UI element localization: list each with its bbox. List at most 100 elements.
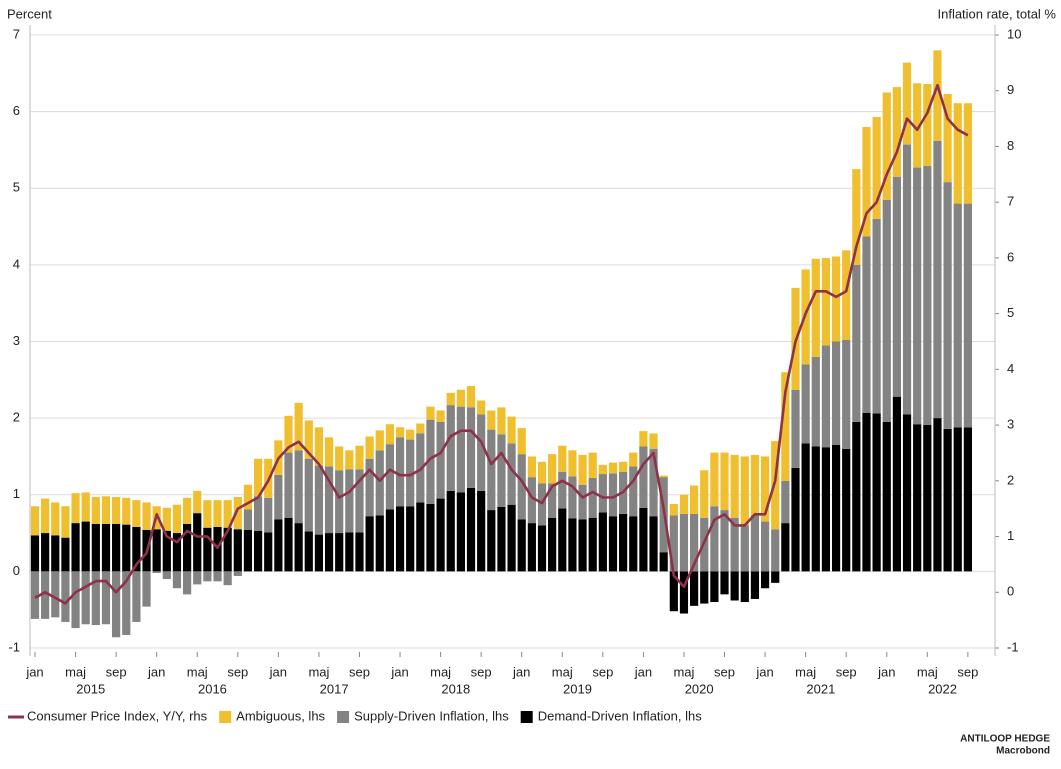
bar [598, 474, 607, 513]
bar [517, 428, 526, 455]
bar [345, 532, 354, 572]
bar [862, 236, 871, 413]
y2-tick-label: 3 [1007, 417, 1014, 432]
bar [568, 518, 577, 572]
bar [700, 470, 709, 518]
bar [710, 506, 719, 572]
bar [355, 445, 364, 470]
bar [548, 483, 557, 518]
bar [963, 103, 972, 204]
bar [659, 552, 668, 572]
bar [862, 126, 871, 237]
bar [264, 497, 273, 533]
x-tick-label: sep [106, 664, 127, 679]
y2-tick-label: 7 [1007, 194, 1014, 209]
bar [923, 84, 932, 167]
bar [781, 480, 790, 524]
bar [497, 407, 506, 435]
bar [335, 470, 344, 534]
bar [629, 452, 638, 467]
bar [355, 532, 364, 572]
bar [842, 448, 851, 572]
bar [811, 356, 820, 447]
bar [365, 458, 374, 517]
bar [963, 427, 972, 572]
x-tick-label: maj [795, 664, 816, 679]
bar [122, 497, 131, 525]
bar [690, 513, 699, 572]
bar [304, 420, 313, 459]
bar [152, 529, 161, 572]
bar [466, 407, 476, 488]
year-label: 2022 [928, 681, 957, 696]
bar [203, 527, 212, 572]
bar [132, 500, 141, 527]
y-tick-label: 6 [13, 103, 20, 118]
bar [314, 465, 324, 535]
y2-tick-label: 6 [1007, 249, 1014, 264]
source: ANTILOOP HEDGE [960, 734, 1050, 745]
bar [152, 571, 161, 573]
bar [659, 475, 668, 478]
bar [750, 515, 760, 572]
bar [81, 571, 90, 625]
bar [213, 526, 222, 572]
bar [355, 469, 364, 533]
bar [446, 405, 455, 491]
bar [426, 503, 435, 572]
x-tick-label: sep [714, 664, 735, 679]
bar [892, 176, 901, 397]
bar [81, 521, 90, 572]
bar [436, 421, 445, 499]
bar [203, 571, 212, 582]
bar [426, 419, 435, 504]
bar [345, 469, 354, 533]
bar [71, 493, 80, 524]
legend-swatch [337, 711, 350, 723]
bar [548, 454, 557, 484]
bar [71, 571, 80, 629]
x-tick-label: maj [917, 664, 938, 679]
bar [730, 454, 739, 518]
bar [406, 439, 415, 507]
bar [122, 524, 131, 572]
bar [91, 497, 100, 524]
bar [750, 454, 760, 516]
bar [233, 529, 242, 572]
bar [497, 434, 506, 508]
bar [568, 450, 577, 477]
year-label: 2021 [806, 681, 835, 696]
x-tick-label: jan [25, 664, 43, 679]
bar [821, 447, 831, 572]
bar [892, 87, 901, 177]
bar [872, 413, 881, 572]
bar [335, 533, 344, 572]
bar [923, 425, 932, 572]
year-label: 2016 [198, 681, 227, 696]
y2-tick-label: 4 [1007, 361, 1014, 376]
bar [91, 523, 100, 572]
bar [274, 474, 283, 520]
x-tick-label: jan [390, 664, 408, 679]
bar [385, 444, 394, 510]
y-axis-label: Percent [7, 6, 52, 21]
source: Macrobond [996, 746, 1050, 757]
bar [446, 490, 455, 572]
bar [902, 62, 912, 145]
bar [558, 471, 567, 509]
bar [740, 571, 749, 603]
y-tick-label: 2 [13, 410, 20, 425]
bar [253, 496, 263, 531]
bar [183, 523, 192, 572]
bar [436, 498, 445, 572]
bar [649, 448, 658, 517]
bar [304, 531, 313, 572]
bar [953, 203, 962, 428]
bar [710, 571, 719, 603]
bar [101, 523, 111, 572]
bar [669, 571, 678, 612]
bar [335, 446, 344, 471]
bar [902, 414, 912, 572]
